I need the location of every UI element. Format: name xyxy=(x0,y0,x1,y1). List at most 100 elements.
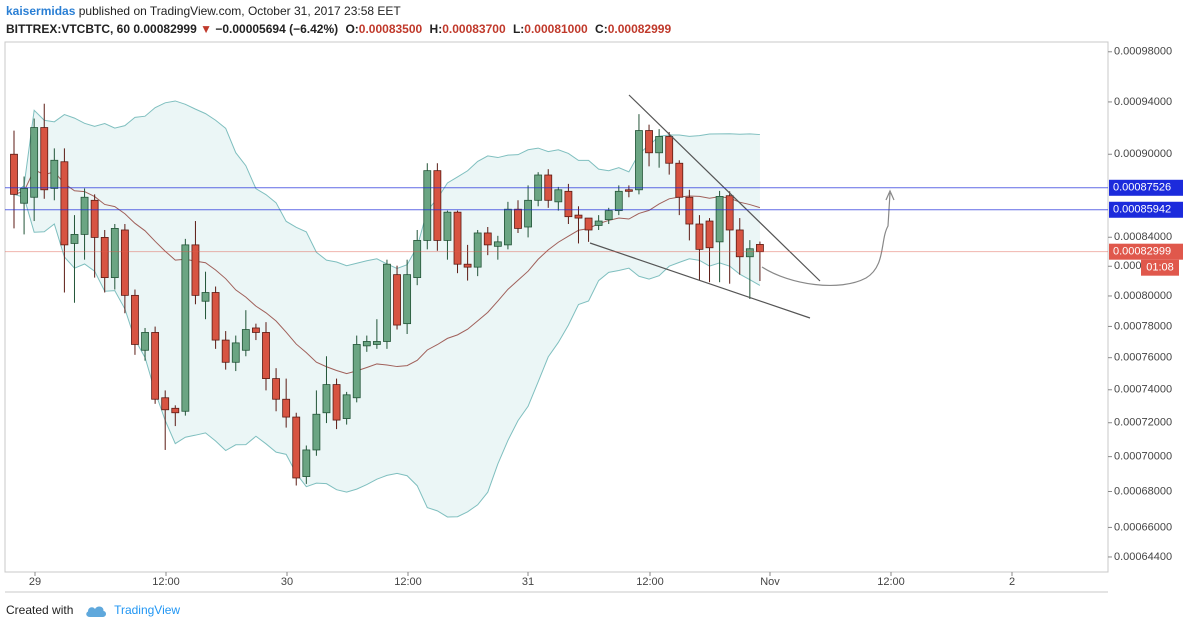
candle-body xyxy=(524,199,532,228)
ohlc-value: 0.00083500 xyxy=(358,22,423,36)
candle-body xyxy=(504,208,512,246)
candle-body xyxy=(342,394,351,419)
trend-line xyxy=(589,242,811,319)
y-tick-label: 0.00094000 xyxy=(1114,96,1172,108)
candle-body xyxy=(201,292,210,302)
candle-body xyxy=(241,329,250,351)
symbol-line: BITTREX:VTCBTC, 60 0.00082999 ▼ −0.00005… xyxy=(6,20,671,38)
candle-body xyxy=(352,344,361,399)
x-tick-label: Nov xyxy=(760,576,780,588)
last-price-label: 0.00082999 xyxy=(1113,246,1171,258)
symbol: BITTREX:VTCBTC, 60 xyxy=(6,22,131,36)
change: −0.00005694 (−6.42%) xyxy=(215,22,339,36)
y-tick-label: 0.00070000 xyxy=(1114,451,1172,463)
candle-body xyxy=(282,398,291,418)
candle-body xyxy=(705,220,714,249)
author[interactable]: kaisermidas xyxy=(6,4,76,18)
candle-body xyxy=(745,248,754,258)
candle-body xyxy=(171,407,180,414)
candle-body xyxy=(655,136,664,154)
y-tick-label: 0.00068000 xyxy=(1114,485,1172,497)
candle-body xyxy=(413,240,422,279)
candle-body xyxy=(100,237,109,279)
candle-body xyxy=(483,232,492,246)
y-tick-label: 0.00072000 xyxy=(1114,417,1172,429)
brand-link[interactable]: TradingView xyxy=(114,603,181,617)
candle-body xyxy=(141,332,149,351)
candle-body xyxy=(635,130,643,191)
candle-layer xyxy=(10,103,764,486)
candle-body xyxy=(151,332,160,400)
candle-body xyxy=(473,232,482,268)
candle-body xyxy=(433,170,442,241)
candle-body xyxy=(60,161,69,246)
ohlc-value: 0.00083700 xyxy=(442,22,506,36)
price-line-label: 0.00085942 xyxy=(1113,204,1171,216)
x-tick-label: 31 xyxy=(522,576,534,588)
candle-body xyxy=(665,136,674,164)
candle-body xyxy=(120,229,129,296)
candle-body xyxy=(40,127,49,191)
candle-body xyxy=(614,190,623,212)
ohlc-label: C: xyxy=(595,22,608,36)
time-axis: 29 12:00 30 12:00 31 12:00 Nov 12:00 2 xyxy=(29,572,1015,588)
ohlc-value: 0.00082999 xyxy=(607,22,672,36)
candle-body xyxy=(554,189,563,203)
candle-body xyxy=(645,130,653,154)
candle-body xyxy=(584,217,593,231)
ohlc-value: 0.00081000 xyxy=(524,22,588,36)
y-tick-label: 0.00084000 xyxy=(1114,231,1172,243)
footer: Created with TradingView xyxy=(6,601,180,619)
candle-body xyxy=(756,244,764,253)
candle-body xyxy=(514,208,522,229)
candle-body xyxy=(211,292,220,341)
candle-body xyxy=(80,196,89,235)
candle-body xyxy=(181,244,190,412)
candle-body xyxy=(20,188,28,204)
brand-logo xyxy=(85,606,106,617)
price-line-box xyxy=(1109,201,1183,218)
x-tick-label: 30 xyxy=(281,576,293,588)
change-arrow: ▼ xyxy=(200,22,212,36)
header-line: kaisermidas published on TradingView.com… xyxy=(6,2,671,20)
x-tick-label: 12:00 xyxy=(877,576,905,588)
candle-body xyxy=(383,263,391,342)
candle-body xyxy=(50,159,59,189)
candle-body xyxy=(403,274,412,325)
published-note: published on TradingView.com, October 31… xyxy=(78,4,401,18)
ohlc-label: H: xyxy=(429,22,443,36)
price-line-box xyxy=(1109,179,1183,196)
countdown-label: 01:08 xyxy=(1146,262,1174,274)
x-tick-label: 29 xyxy=(29,576,41,588)
candle-body xyxy=(362,341,371,347)
candle-body xyxy=(252,327,260,333)
candle-body xyxy=(30,127,39,198)
y-tick-label: 0.00064400 xyxy=(1114,551,1172,563)
candle-body xyxy=(70,233,79,244)
candle-body xyxy=(493,241,502,247)
candle-body xyxy=(110,228,119,279)
candle-body xyxy=(262,332,270,380)
candle-body xyxy=(231,342,240,363)
y-tick-label: 0.00080000 xyxy=(1114,290,1172,302)
y-tick-label: 0.00074000 xyxy=(1114,384,1172,396)
y-tick-label: 0.00066000 xyxy=(1114,521,1172,533)
y-tick-label: 0.00090000 xyxy=(1114,148,1172,160)
candle-body xyxy=(725,195,734,231)
bollinger-basis xyxy=(13,169,761,375)
candle-body xyxy=(10,153,18,195)
x-tick-label: 12:00 xyxy=(394,576,422,588)
candle-body xyxy=(221,339,230,363)
candle-body xyxy=(564,190,573,218)
candle-body xyxy=(735,229,744,258)
x-tick-label: 2 xyxy=(1009,576,1015,588)
price-line-label: 0.00087526 xyxy=(1113,182,1171,194)
candle-body xyxy=(443,211,452,241)
candle-body xyxy=(715,196,724,243)
candle-body xyxy=(332,384,341,421)
projection-arrow xyxy=(761,192,891,287)
bollinger-lower xyxy=(13,193,761,518)
countdown-box xyxy=(1141,259,1179,276)
